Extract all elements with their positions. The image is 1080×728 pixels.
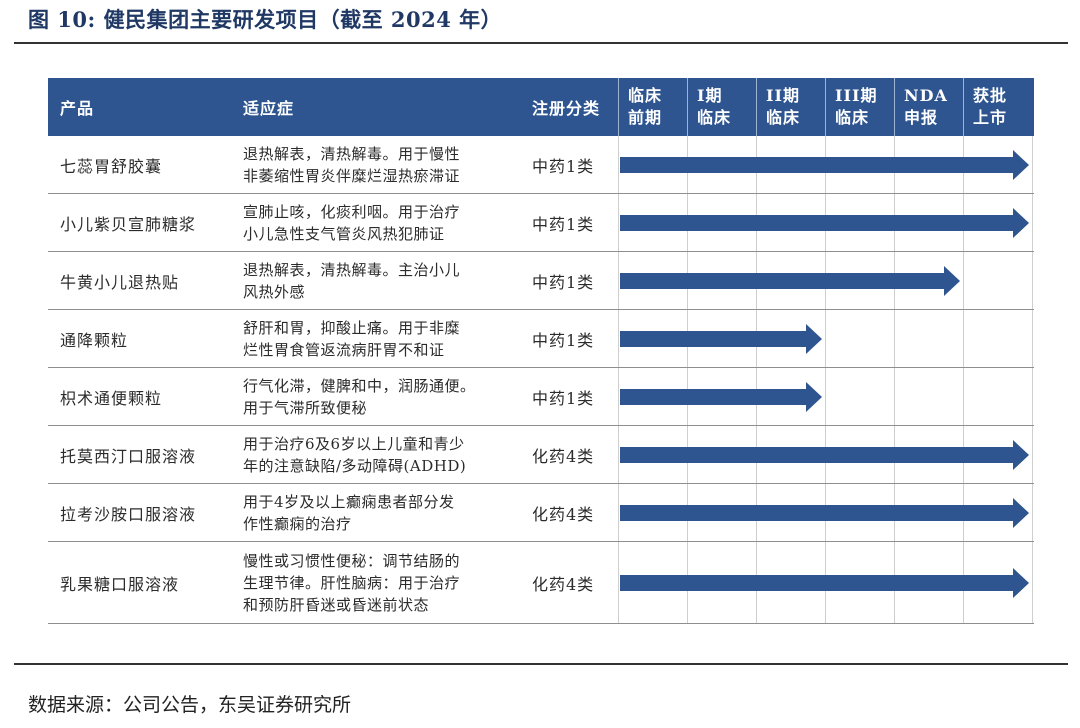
product-name: 通降颗粒 bbox=[60, 330, 129, 350]
stage-header-label: III期 临床 bbox=[835, 86, 878, 127]
figure-title: 图 10: 健民集团主要研发项目（截至 2024 年） bbox=[28, 7, 503, 32]
table-header: 产品 适应症 注册分类 临床 前期 I期 临床 II期 临床 III期 临床 NDA 申… bbox=[48, 78, 1034, 136]
stage-column-divider bbox=[618, 136, 619, 193]
product-name: 枳术通便颗粒 bbox=[60, 388, 163, 408]
registration-category: 中药1类 bbox=[532, 214, 595, 234]
stage-column-divider bbox=[1032, 310, 1033, 367]
stage-column-divider bbox=[618, 252, 619, 309]
stage-header-label: I期 临床 bbox=[697, 86, 732, 127]
stage-header-divider bbox=[825, 78, 826, 136]
table-row: 枳术通便颗粒 行气化滞，健脾和中，润肠通便。 用于气滞所致便秘 中药1类 bbox=[48, 368, 1034, 426]
indication-text: 用于治疗6及6岁以上儿童和青少 年的注意缺陷/多动障碍(ADHD) bbox=[243, 434, 467, 475]
progress-arrow bbox=[620, 440, 1029, 470]
table-row: 乳果糖口服溶液 慢性或习惯性便秘：调节结肠的 生理节律。肝性脑病：用于治疗 和预防… bbox=[48, 542, 1034, 624]
stage-column-divider bbox=[963, 310, 964, 367]
stage-header-label: NDA 申报 bbox=[904, 86, 948, 127]
product-name: 小儿紫贝宣肺糖浆 bbox=[60, 214, 197, 234]
progress-arrow bbox=[620, 208, 1029, 238]
product-name: 七蕊胃舒胶囊 bbox=[60, 156, 163, 176]
pipeline-table: 产品 适应症 注册分类 临床 前期 I期 临床 II期 临床 III期 临床 NDA 申… bbox=[48, 78, 1034, 624]
registration-category: 中药1类 bbox=[532, 388, 595, 408]
stage-header-2: I期 临床 bbox=[697, 78, 754, 136]
indication-text: 退热解表，清热解毒。用于慢性 非萎缩性胃炎伴糜烂湿热瘀滞证 bbox=[243, 144, 461, 185]
data-source: 数据来源：公司公告，东吴证券研究所 bbox=[28, 694, 352, 716]
header-category: 注册分类 bbox=[532, 99, 601, 118]
table-row: 七蕊胃舒胶囊 退热解表，清热解毒。用于慢性 非萎缩性胃炎伴糜烂湿热瘀滞证 中药1类 bbox=[48, 136, 1034, 194]
stage-header-1: 临床 前期 bbox=[628, 78, 685, 136]
table-row: 托莫西汀口服溶液 用于治疗6及6岁以上儿童和青少 年的注意缺陷/多动障碍(ADHD… bbox=[48, 426, 1034, 484]
stage-header-label: II期 临床 bbox=[766, 86, 801, 127]
stage-column-divider bbox=[1032, 136, 1033, 193]
indication-text: 宣肺止咳，化痰利咽。用于治疗 小儿急性支气管炎风热犯肺证 bbox=[243, 202, 461, 243]
title-rule bbox=[14, 42, 1068, 44]
product-name: 牛黄小儿退热贴 bbox=[60, 272, 180, 292]
stage-column-divider bbox=[963, 252, 964, 309]
indication-text: 舒肝和胃，抑酸止痛。用于非糜 烂性胃食管返流病肝胃不和证 bbox=[243, 318, 461, 359]
stage-header-label: 临床 前期 bbox=[628, 86, 663, 127]
stage-column-divider bbox=[825, 368, 826, 425]
product-name: 拉考沙胺口服溶液 bbox=[60, 504, 197, 524]
progress-arrow bbox=[620, 266, 960, 296]
stage-column-divider bbox=[618, 484, 619, 541]
progress-arrow bbox=[620, 382, 822, 412]
table-row: 牛黄小儿退热贴 退热解表，清热解毒。主治小儿 风热外感 中药1类 bbox=[48, 252, 1034, 310]
stage-column-divider bbox=[894, 310, 895, 367]
stage-column-divider bbox=[618, 368, 619, 425]
stage-header-5: NDA 申报 bbox=[904, 78, 961, 136]
stage-header-divider bbox=[618, 78, 619, 136]
progress-arrow bbox=[620, 324, 822, 354]
stage-header-divider bbox=[963, 78, 964, 136]
stage-column-divider bbox=[963, 368, 964, 425]
indication-text: 退热解表，清热解毒。主治小儿 风热外感 bbox=[243, 260, 461, 301]
table-row: 通降颗粒 舒肝和胃，抑酸止痛。用于非糜 烂性胃食管返流病肝胃不和证 中药1类 bbox=[48, 310, 1034, 368]
stage-column-divider bbox=[1032, 542, 1033, 623]
registration-category: 中药1类 bbox=[532, 330, 595, 350]
registration-category: 化药4类 bbox=[532, 504, 595, 524]
stage-header-label: 获批 上市 bbox=[973, 86, 1008, 127]
indication-text: 用于4岁及以上癫痫患者部分发 作性癫痫的治疗 bbox=[243, 492, 455, 533]
stage-column-divider bbox=[1032, 484, 1033, 541]
stage-header-6: 获批 上市 bbox=[973, 78, 1030, 136]
product-name: 乳果糖口服溶液 bbox=[60, 574, 180, 594]
footer-rule bbox=[14, 663, 1068, 665]
registration-category: 中药1类 bbox=[532, 272, 595, 292]
stage-header-divider bbox=[756, 78, 757, 136]
stage-column-divider bbox=[894, 368, 895, 425]
stage-column-divider bbox=[1032, 368, 1033, 425]
stage-header-divider bbox=[687, 78, 688, 136]
stage-header-3: II期 临床 bbox=[766, 78, 823, 136]
header-indication: 适应症 bbox=[243, 99, 295, 118]
registration-category: 化药4类 bbox=[532, 574, 595, 594]
registration-category: 化药4类 bbox=[532, 446, 595, 466]
registration-category: 中药1类 bbox=[532, 156, 595, 176]
stage-column-divider bbox=[618, 310, 619, 367]
header-product: 产品 bbox=[60, 99, 95, 118]
stage-column-divider bbox=[618, 426, 619, 483]
indication-text: 行气化滞，健脾和中，润肠通便。 用于气滞所致便秘 bbox=[243, 376, 476, 417]
table-row: 小儿紫贝宣肺糖浆 宣肺止咳，化痰利咽。用于治疗 小儿急性支气管炎风热犯肺证 中药1类 bbox=[48, 194, 1034, 252]
progress-arrow bbox=[620, 568, 1029, 598]
stage-column-divider bbox=[825, 310, 826, 367]
stage-header-divider bbox=[894, 78, 895, 136]
stage-header-4: III期 临床 bbox=[835, 78, 892, 136]
product-name: 托莫西汀口服溶液 bbox=[60, 446, 197, 466]
progress-arrow bbox=[620, 150, 1029, 180]
stage-column-divider bbox=[1032, 426, 1033, 483]
table-row: 拉考沙胺口服溶液 用于4岁及以上癫痫患者部分发 作性癫痫的治疗 化药4类 bbox=[48, 484, 1034, 542]
stage-column-divider bbox=[1032, 194, 1033, 251]
stage-column-divider bbox=[1032, 252, 1033, 309]
stage-column-divider bbox=[618, 194, 619, 251]
progress-arrow bbox=[620, 498, 1029, 528]
stage-column-divider bbox=[618, 542, 619, 623]
indication-text: 慢性或习惯性便秘：调节结肠的 生理节律。肝性脑病：用于治疗 和预防肝昏迷或昏迷前… bbox=[243, 551, 461, 614]
